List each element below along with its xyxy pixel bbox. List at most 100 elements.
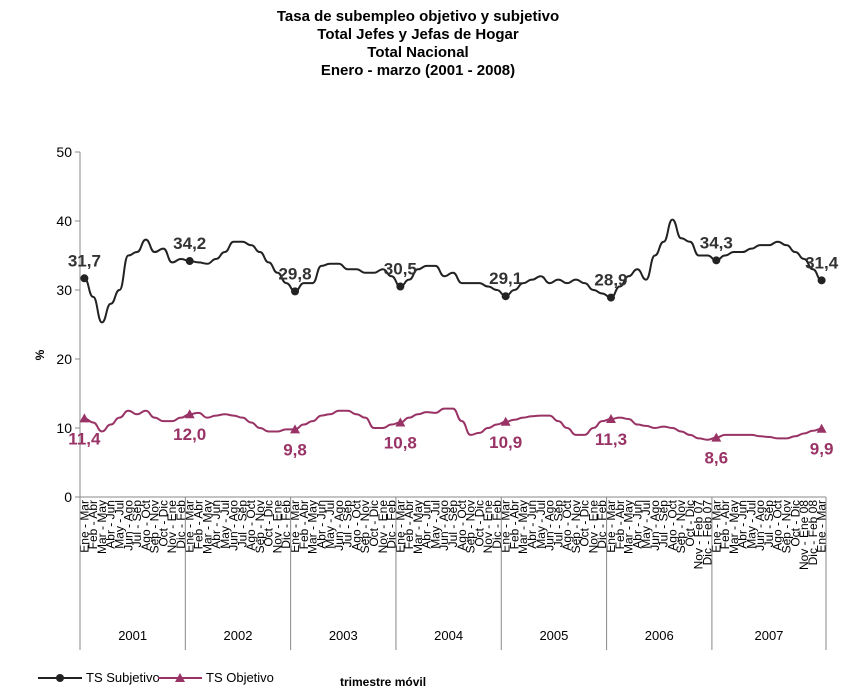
data-label: 8,6	[704, 449, 728, 468]
chart-title: Total Jefes y Jefas de Hogar	[317, 26, 519, 43]
x-tick-label: Oct - Dic	[683, 500, 697, 547]
x-tick-label: Feb - Abr	[507, 500, 521, 549]
series-line	[83, 218, 822, 324]
x-tick-label: Oct - Dic	[472, 500, 486, 547]
x-tick-label: Abr - Jun	[104, 500, 118, 549]
x-tick-label: Mar - May	[306, 500, 320, 554]
x-tick-label: Feb - Abr	[297, 500, 311, 549]
x-tick-label: Dic - Feb	[385, 500, 399, 549]
chart-title: Tasa de subempleo objetivo y subjetivo	[277, 8, 559, 25]
x-tick-label: Nov - Ene	[376, 500, 390, 554]
x-tick-label: Jul - Sep	[551, 500, 565, 548]
legend-marker	[56, 674, 64, 682]
group-label: 2006	[645, 628, 674, 643]
point-marker	[712, 256, 721, 265]
x-tick-label: Dic - Feb	[279, 500, 293, 549]
legend-label: TS Objetivo	[206, 670, 274, 685]
series-line	[84, 407, 822, 441]
x-tick-label: Nov - Ene	[586, 500, 600, 554]
x-tick-label: Dic - Feb	[490, 500, 504, 549]
x-tick-label: Feb - Abr	[402, 500, 416, 549]
group-label: 2003	[329, 628, 358, 643]
x-tick-label: Jul - Sep	[762, 500, 776, 548]
x-tick-label: Mar - May	[622, 500, 636, 554]
point-marker	[80, 274, 89, 283]
data-label: 29,1	[489, 269, 522, 288]
y-tick-label: 0	[64, 489, 72, 505]
x-tick-label: Sep - Nov	[464, 500, 478, 553]
point-marker	[291, 287, 300, 296]
x-tick-label: May - Jul	[218, 500, 232, 549]
chart-title: Enero - marzo (2001 - 2008)	[321, 62, 515, 79]
x-tick-label: Nov - Feb 07	[692, 500, 706, 570]
x-tick-label: Dic - Feb	[174, 500, 188, 549]
x-tick-label: Abr - Jun	[420, 500, 434, 549]
x-tick-label: Ago - Oct	[139, 499, 153, 550]
data-label: 31,4	[805, 253, 839, 272]
point-marker	[79, 413, 90, 423]
x-tick-label: Jul - Sep	[235, 500, 249, 548]
point-marker	[290, 424, 301, 434]
point-marker	[606, 293, 615, 302]
x-tick-label: Dic - Feb	[595, 500, 609, 549]
x-tick-label: Abr - Jun	[630, 500, 644, 549]
x-tick-label: Mar - May	[200, 500, 214, 554]
x-tick-label: Dic - Feb 08	[806, 500, 820, 566]
x-tick-label: Ene - Mar	[815, 500, 829, 553]
y-tick-label: 50	[56, 144, 72, 160]
group-label: 2005	[539, 628, 568, 643]
x-tick-label: Abr - Jun	[525, 500, 539, 549]
x-tick-label: May - Jul	[744, 500, 758, 549]
data-label: 9,8	[283, 440, 307, 459]
data-label: 10,8	[384, 433, 417, 452]
x-axis-label: trimestre móvil	[340, 675, 426, 689]
x-tick-label: Jun - Ago	[543, 500, 557, 551]
x-tick-label: Ene - Mar	[709, 500, 723, 553]
data-label: 31,7	[68, 251, 101, 270]
legend-marker	[175, 673, 185, 682]
x-tick-label: Ene - Mar	[77, 500, 91, 553]
point-marker	[184, 409, 195, 419]
x-tick-label: Oct - Dic	[578, 500, 592, 547]
x-tick-label: Ago - Oct	[665, 499, 679, 550]
data-label: 11,3	[595, 430, 627, 449]
x-tick-label: Ene - Mar	[183, 500, 197, 553]
y-tick-label: 40	[56, 213, 72, 229]
x-tick-label: Dic - Feb 07	[701, 500, 715, 566]
group-label: 2001	[118, 628, 147, 643]
x-tick-label: May - Jul	[112, 500, 126, 549]
x-tick-label: May - Jul	[323, 500, 337, 549]
x-tick-label: Jun - Ago	[227, 500, 241, 551]
group-label: 2007	[754, 628, 783, 643]
x-tick-label: Abr - Jun	[209, 500, 223, 549]
x-tick-label: Jun - Ago	[648, 500, 662, 551]
x-tick-label: Abr - Jun	[736, 500, 750, 549]
x-tick-label: Jul - Sep	[446, 500, 460, 548]
x-tick-label: Sep - Nov	[674, 500, 688, 553]
x-tick-label: Jun - Ago	[121, 500, 135, 551]
x-tick-label: Ago - Oct	[771, 499, 785, 550]
x-tick-label: Sep - Nov	[780, 500, 794, 553]
x-tick-label: Sep - Nov	[358, 500, 372, 553]
y-tick-label: 10	[56, 420, 72, 436]
data-label: 10,9	[489, 433, 522, 452]
y-axis-label: %	[33, 349, 47, 360]
point-marker	[500, 416, 511, 426]
data-label: 34,2	[173, 234, 206, 253]
x-tick-label: Ene - Mar	[288, 500, 302, 553]
x-tick-label: Nov - Ene	[481, 500, 495, 554]
x-tick-label: Ago - Oct	[560, 499, 574, 550]
x-tick-label: Oct - Dic	[156, 500, 170, 547]
data-label: 9,9	[810, 440, 834, 459]
y-tick-label: 20	[56, 351, 72, 367]
chart-title: Total Nacional	[367, 44, 468, 61]
x-tick-label: Jun - Ago	[437, 500, 451, 551]
x-tick-label: Jul - Sep	[341, 500, 355, 548]
point-marker	[711, 432, 722, 442]
x-tick-label: Nov - Ene	[270, 500, 284, 554]
point-marker	[396, 282, 405, 291]
x-tick-label: Feb - Abr	[86, 500, 100, 549]
data-label: 11,4	[68, 429, 101, 448]
point-marker	[395, 417, 406, 427]
